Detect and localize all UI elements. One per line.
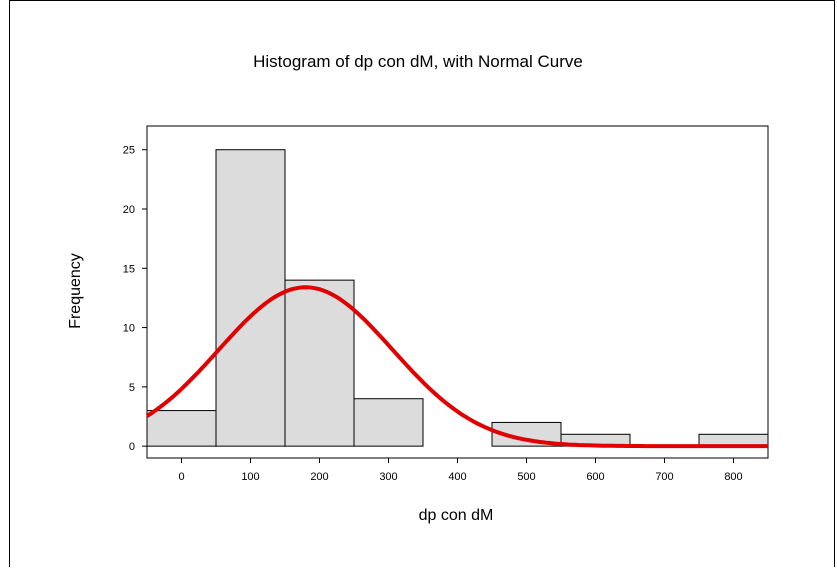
x-tick-label: 300 — [379, 471, 397, 483]
normal-curve-line — [145, 285, 768, 449]
x-tick-label: 400 — [448, 471, 466, 483]
y-axis-label: Frequency — [67, 253, 84, 329]
x-tick-label: 800 — [724, 471, 742, 483]
histogram-bar — [284, 279, 355, 447]
chart-title: Histogram of dp con dM, with Normal Curv… — [253, 52, 583, 71]
x-tick-label: 500 — [517, 471, 535, 483]
y-tick-label: 20 — [123, 204, 135, 216]
y-axis-ticks: 0 5 10 15 20 25 — [123, 145, 147, 453]
x-tick-label: 200 — [310, 471, 328, 483]
x-tick-label: 100 — [241, 471, 259, 483]
x-tick-label: 700 — [655, 471, 673, 483]
x-tick-label: 0 — [178, 471, 184, 483]
x-tick-label: 600 — [586, 471, 604, 483]
x-axis-label: dp con dM — [419, 507, 494, 524]
y-tick-label: 5 — [129, 382, 135, 394]
y-tick-label: 0 — [129, 441, 135, 453]
y-tick-label: 10 — [123, 323, 135, 335]
x-axis-ticks: 0 100 200 300 400 500 600 700 800 — [178, 458, 743, 483]
y-tick-label: 15 — [123, 263, 135, 275]
histogram-bar — [146, 410, 217, 447]
histogram-bar — [353, 398, 424, 447]
y-tick-label: 25 — [123, 145, 135, 157]
bars-group — [146, 149, 769, 447]
